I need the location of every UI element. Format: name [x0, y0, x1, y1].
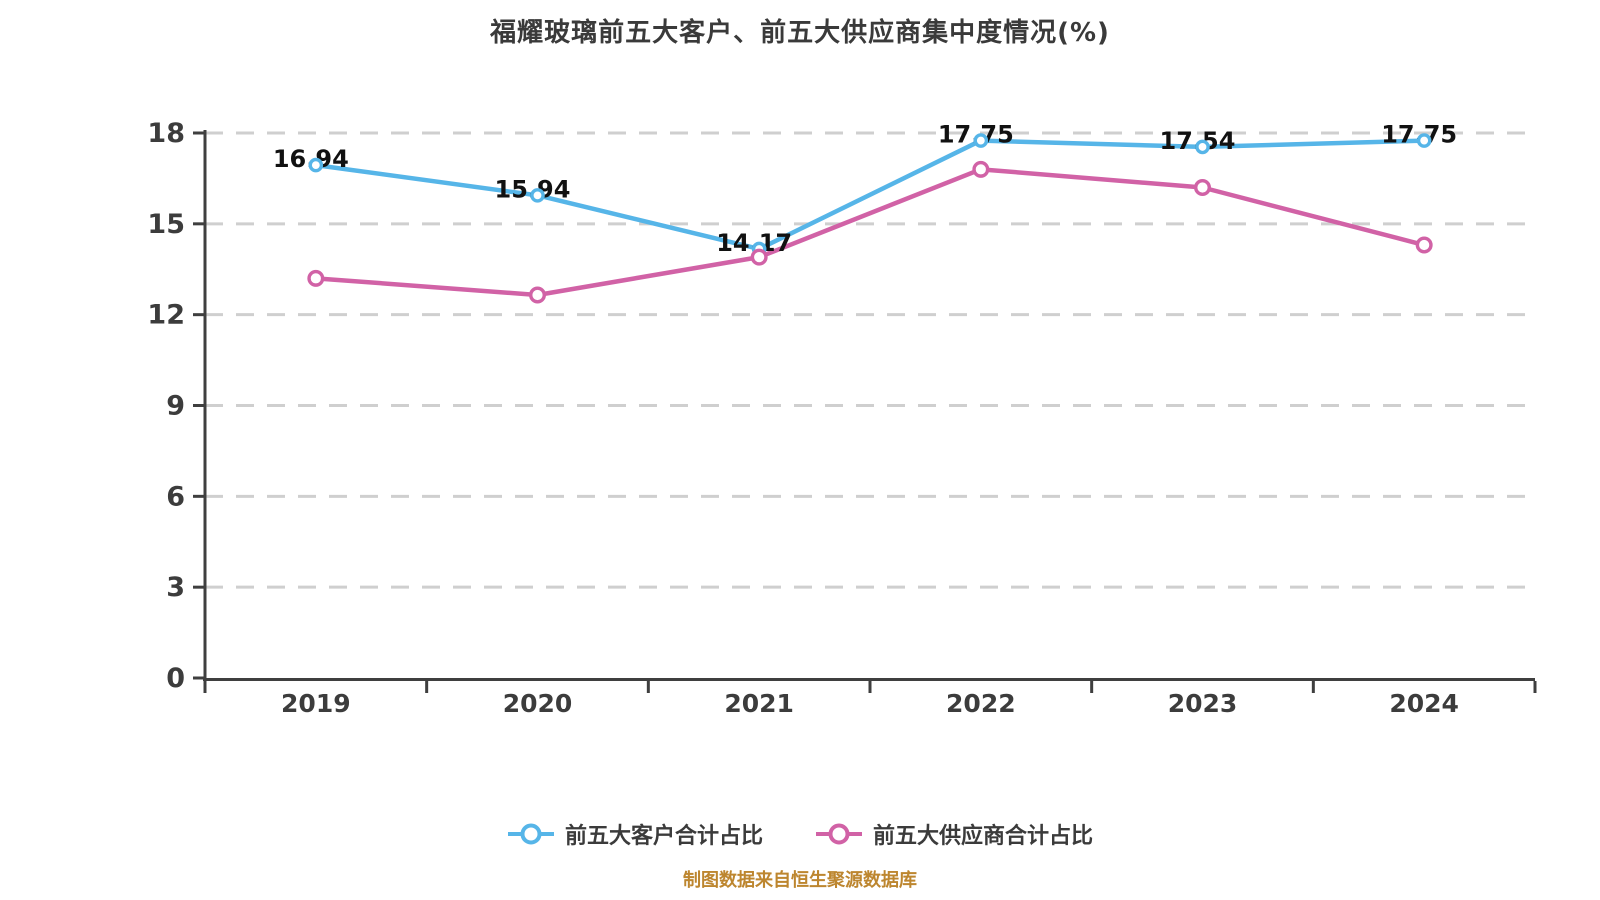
y-tick-label: 3 — [166, 572, 185, 603]
data-point-customers — [973, 133, 989, 148]
data-point-suppliers — [307, 269, 325, 287]
legend-label-suppliers: 前五大供应商合计占比 — [873, 824, 1094, 849]
data-point-customers — [1195, 139, 1210, 155]
legend-item-suppliers[interactable]: 前五大供应商合计占比 — [815, 818, 1093, 850]
data-point-suppliers — [1415, 236, 1433, 254]
x-tick-label: 2019 — [281, 689, 351, 718]
legend-marker-circle-customers — [520, 823, 542, 845]
chart-title: 福耀玻璃前五大客户、前五大供应商集中度情况(%) — [490, 18, 1110, 48]
data-point-suppliers — [972, 160, 990, 178]
y-tick-label: 12 — [147, 300, 185, 331]
x-tick-label: 2023 — [1168, 689, 1238, 718]
series-line-customers — [313, 138, 1427, 252]
legend: 前五大客户合计占比 前五大供应商合计占比 — [0, 818, 1600, 850]
legend-item-customers[interactable]: 前五大客户合计占比 — [507, 818, 763, 850]
y-tick-label: 15 — [147, 209, 185, 240]
data-point-suppliers — [1193, 178, 1211, 196]
y-tick-label: 9 — [166, 391, 185, 422]
data-point-customers — [1416, 133, 1432, 148]
data-point-suppliers — [529, 286, 547, 304]
legend-label-customers: 前五大客户合计占比 — [564, 824, 763, 849]
y-tick-label: 6 — [166, 481, 185, 512]
y-tick-label: 18 — [147, 118, 185, 149]
x-tick-label: 2021 — [724, 689, 794, 718]
data-source-note: 制图数据来自恒生聚源数据库 — [683, 870, 917, 891]
series-line-suppliers — [313, 167, 1427, 298]
data-point-customers — [530, 188, 545, 203]
x-tick-label: 2022 — [946, 689, 1016, 718]
data-point-customers — [308, 157, 324, 173]
legend-marker-customers — [507, 823, 554, 845]
x-tick-label: 2020 — [503, 689, 573, 718]
y-tick-label: 0 — [166, 663, 185, 694]
legend-marker-circle-suppliers — [828, 823, 850, 845]
x-tick-label: 2024 — [1389, 689, 1459, 718]
data-point-suppliers — [750, 248, 768, 266]
legend-marker-suppliers — [816, 823, 862, 845]
